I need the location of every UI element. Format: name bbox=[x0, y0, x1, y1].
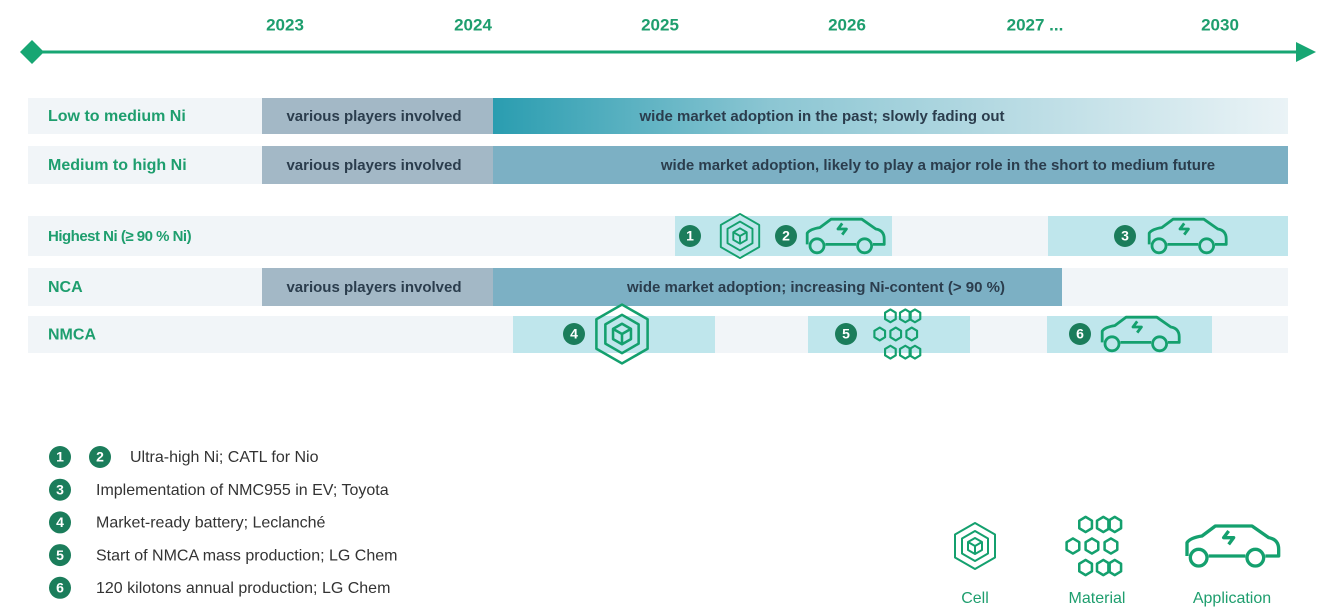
number-marker bbox=[1069, 323, 1091, 345]
adoption-bar bbox=[493, 98, 1288, 134]
year-label: 2027 ... bbox=[1007, 15, 1064, 34]
year-label: 2024 bbox=[454, 15, 492, 34]
row-label: NCA bbox=[48, 279, 83, 296]
marker-number: 3 bbox=[56, 481, 64, 497]
legend-label: Cell bbox=[961, 590, 989, 607]
marker-number: 2 bbox=[96, 449, 104, 465]
marker-number: 1 bbox=[686, 228, 694, 244]
players-bar bbox=[262, 268, 493, 306]
number-marker bbox=[775, 225, 797, 247]
note-text: Implementation of NMC955 in EV; Toyota bbox=[96, 482, 389, 499]
year-label: 2030 bbox=[1201, 15, 1239, 34]
number-marker bbox=[49, 446, 71, 468]
bar-text: various players involved bbox=[286, 108, 461, 125]
bar-text: wide market adoption in the past; slowly… bbox=[638, 108, 1004, 125]
number-marker bbox=[49, 478, 71, 501]
number-marker bbox=[49, 544, 71, 567]
legend-label: Application bbox=[1193, 590, 1271, 607]
marker-number: 4 bbox=[56, 514, 64, 530]
bar-text: wide market adoption, likely to play a m… bbox=[660, 157, 1215, 174]
year-label: 2026 bbox=[828, 15, 866, 34]
marker-number: 6 bbox=[1076, 326, 1084, 342]
note-text: Start of NMCA mass production; LG Chem bbox=[96, 547, 397, 564]
number-marker bbox=[563, 323, 585, 345]
note-text: Market-ready battery; Leclanché bbox=[96, 515, 326, 532]
bar-text: various players involved bbox=[286, 279, 461, 296]
marker-number: 5 bbox=[842, 326, 850, 342]
timeline-start bbox=[20, 40, 44, 64]
year-label: 2025 bbox=[641, 15, 679, 34]
number-marker bbox=[49, 511, 71, 534]
year-label: 2023 bbox=[266, 15, 304, 34]
players-bar bbox=[262, 146, 493, 184]
number-marker bbox=[49, 576, 71, 599]
adoption-bar bbox=[493, 268, 1062, 306]
note-text: 120 kilotons annual production; LG Chem bbox=[96, 580, 390, 597]
legend-icon bbox=[954, 522, 996, 570]
row-label: Low to medium Ni bbox=[48, 108, 186, 125]
adoption-bar bbox=[493, 146, 1288, 184]
bar-text: various players involved bbox=[286, 157, 461, 174]
row-label: NMCA bbox=[48, 327, 96, 344]
cell-icon bbox=[595, 303, 649, 365]
row-label: Highest Ni (≥ 90 % Ni) bbox=[48, 228, 192, 245]
note-text: Ultra-high Ni; CATL for Nio bbox=[130, 449, 319, 466]
number-marker bbox=[1114, 225, 1136, 247]
number-marker bbox=[679, 225, 701, 247]
marker-number: 2 bbox=[782, 228, 790, 244]
legend-label: Material bbox=[1069, 590, 1126, 607]
number-marker bbox=[835, 323, 857, 345]
marker-number: 4 bbox=[570, 326, 578, 342]
number-marker bbox=[89, 446, 111, 468]
bar-text: wide market adoption; increasing Ni-cont… bbox=[626, 279, 1005, 296]
players-bar bbox=[262, 98, 493, 134]
row-label: Medium to high Ni bbox=[48, 157, 187, 174]
marker-number: 6 bbox=[56, 580, 64, 596]
marker-number: 1 bbox=[56, 449, 64, 465]
marker-number: 3 bbox=[1121, 228, 1129, 244]
marker-number: 5 bbox=[56, 547, 64, 563]
legend-icon bbox=[1187, 526, 1279, 566]
timeline-arrow bbox=[1296, 42, 1316, 62]
legend-icon bbox=[1065, 515, 1123, 577]
